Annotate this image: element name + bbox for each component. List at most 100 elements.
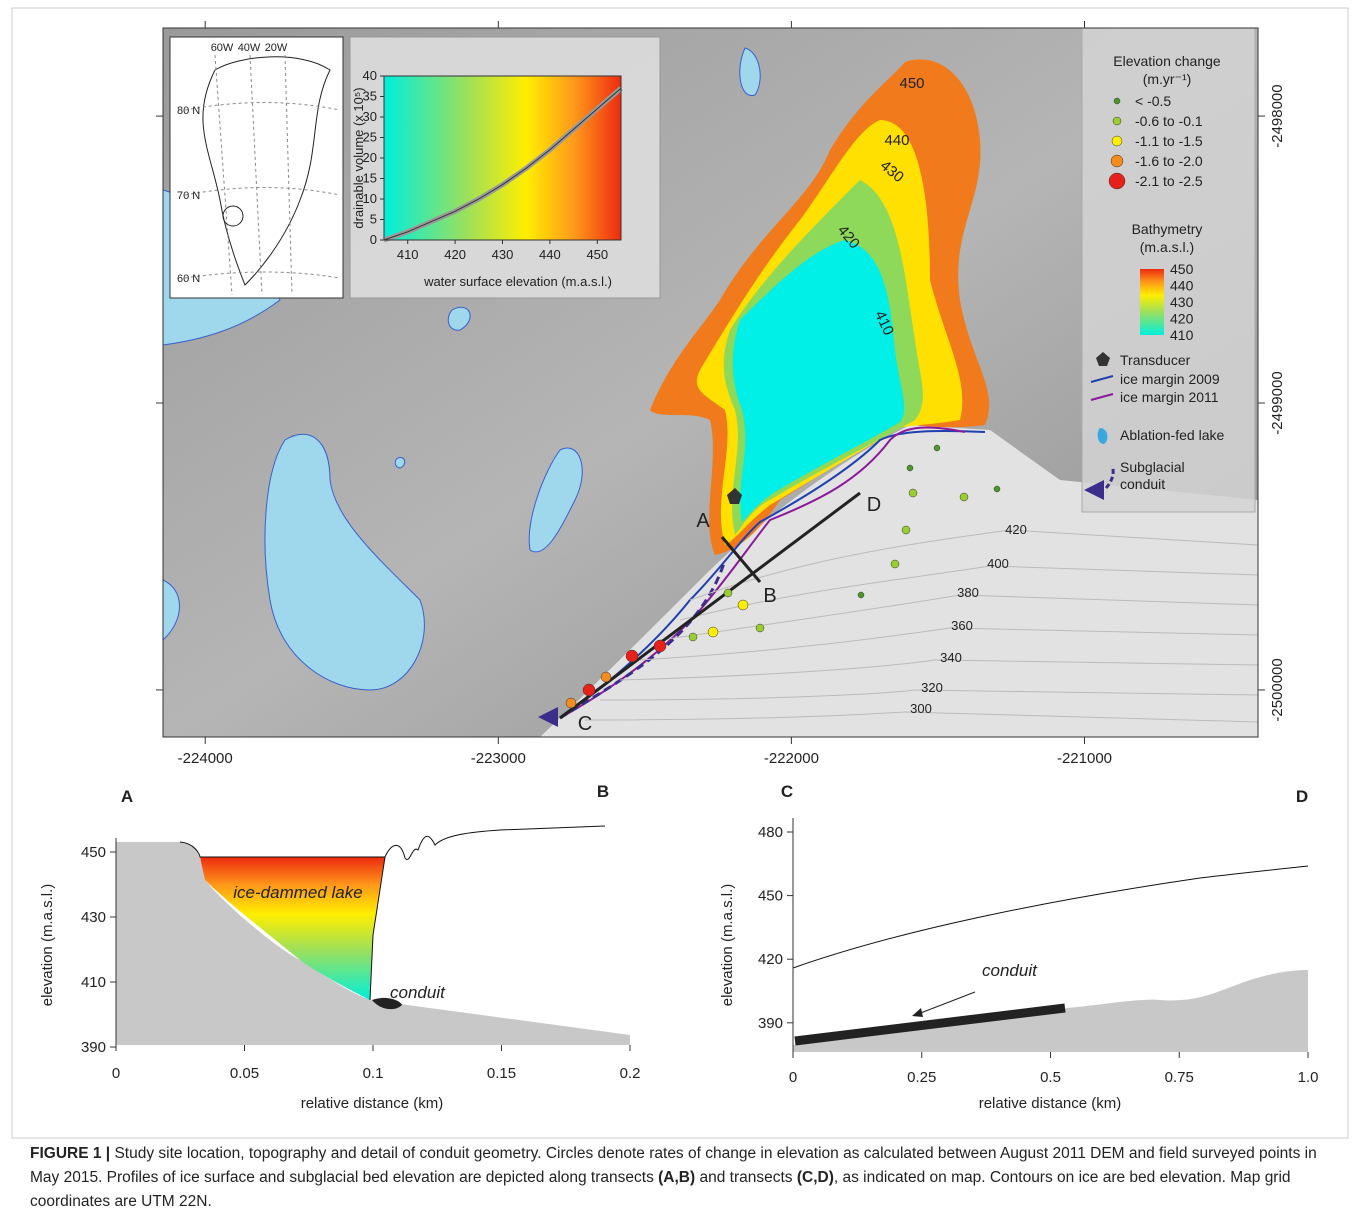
map (162, 27, 1259, 738)
site-marker (222, 205, 244, 227)
panel-label: A (121, 787, 133, 806)
colorbar-label: 440 (1170, 278, 1194, 294)
x-tick-label: -222000 (764, 750, 819, 767)
bed (116, 842, 630, 1045)
legend-swatch (1108, 172, 1126, 190)
y-tick-label: -2498000 (1269, 84, 1286, 147)
x-tick-label: 430 (492, 247, 514, 262)
x-tick-label: 0.1 (363, 1065, 384, 1082)
lake (528, 447, 583, 553)
ice-dammed-lake (732, 240, 905, 522)
y-tick-label: -2499000 (1269, 371, 1286, 434)
contour-line (599, 689, 1259, 701)
ice-surface (792, 865, 1309, 969)
panel-label: B (597, 782, 609, 801)
transect-label: B (763, 585, 776, 607)
legend-swatch (1112, 116, 1122, 126)
contour-label: 320 (921, 680, 943, 695)
elevation-point (857, 591, 865, 599)
y-tick-label: 430 (81, 909, 106, 926)
flow-arrowhead (912, 1008, 923, 1017)
y-tick-label: 410 (81, 974, 106, 991)
elevation-point (723, 588, 733, 598)
y-tick-label: 30 (363, 109, 377, 124)
contour-label: 380 (957, 585, 979, 600)
contour-line (584, 711, 1259, 723)
y-axis-title: elevation (m.a.s.l.) (719, 884, 736, 1007)
longitude-label: 60W (211, 42, 234, 54)
caption-label: FIGURE 1 | (30, 1145, 111, 1162)
elevation-point (959, 492, 969, 502)
x-tick-label: 0 (112, 1065, 120, 1082)
contour-label: 340 (940, 650, 962, 665)
subglacial-conduit (559, 559, 727, 720)
elevation-point (600, 671, 612, 683)
legend-swatch (1111, 135, 1123, 147)
x-tick-label: 0 (789, 1069, 797, 1086)
plot-frame (383, 75, 622, 241)
lake-fill (200, 857, 385, 1000)
legend-label: Ablation-fed lake (1120, 427, 1225, 443)
ice-face (369, 856, 386, 1001)
x-tick-label: 0.75 (1165, 1069, 1194, 1086)
y-tick-label: 450 (758, 888, 783, 905)
conduit-label: conduit (390, 983, 446, 1002)
lake (447, 307, 471, 331)
x-tick-label: 0.2 (620, 1065, 641, 1082)
x-axis-title: relative distance (km) (301, 1095, 444, 1112)
contour-label: 360 (951, 618, 973, 633)
legend-symbol (1090, 393, 1114, 401)
graticule-line (214, 54, 233, 296)
legend-label: ice margin 2011 (1120, 389, 1219, 405)
y-tick-label: 20 (363, 150, 377, 165)
contour-label: 420 (1005, 522, 1027, 537)
bathymetry-unit: (m.a.s.l.) (1140, 239, 1194, 255)
elevation-point (933, 444, 941, 452)
y-tick-label: 5 (370, 212, 377, 227)
flow-arrow (917, 991, 976, 1015)
contour-line (639, 627, 1259, 661)
elevation-point (707, 626, 719, 638)
latitude-label: 70 N (177, 190, 200, 202)
graticule-line (184, 102, 341, 111)
x-tick-label: 0.05 (230, 1065, 259, 1082)
x-tick-label: 0.25 (907, 1069, 936, 1086)
graticule-line (184, 187, 341, 196)
y-tick-label: 0 (370, 232, 377, 247)
y-axis-title: elevation (m.a.s.l.) (39, 884, 56, 1007)
elevation-point (755, 623, 765, 633)
legend-label: -0.6 to -0.1 (1135, 113, 1203, 129)
x-tick-label: 450 (586, 247, 608, 262)
caption-ref: (A,B) (658, 1169, 696, 1186)
latitude-label: 60 N (177, 273, 200, 285)
map-frame (162, 27, 1259, 738)
elevation-point (901, 525, 911, 535)
volume-curve-line (383, 87, 622, 241)
caption: FIGURE 1 | Study site location, topograp… (30, 1142, 1330, 1214)
legend-symbol (1096, 352, 1110, 366)
inset-ylabel: drainable volume (x 10⁵) (351, 87, 366, 228)
figure: Elevation change (m.yr⁻¹) Bathymetry (m.… (11, 7, 1349, 1139)
legend-symbol (1090, 375, 1114, 383)
colorbar-label: 410 (1170, 327, 1194, 343)
conduit (794, 1003, 1066, 1046)
y-tick-label: 390 (758, 1015, 783, 1032)
lake (264, 433, 425, 691)
longitude-label: 40W (238, 42, 261, 54)
lake (394, 456, 406, 469)
legend-symbol (1097, 428, 1108, 444)
x-axis-title: relative distance (km) (979, 1095, 1122, 1112)
figure-frame (11, 7, 1349, 1139)
x-tick-label: 420 (444, 247, 466, 262)
colorbar-label: 450 (1170, 261, 1194, 277)
x-tick-label: 0.5 (1040, 1069, 1061, 1086)
contour-label: 450 (899, 75, 924, 92)
conduit-arrow (538, 707, 558, 727)
x-tick-label: 1.0 (1298, 1069, 1319, 1086)
legend-swatch (1110, 154, 1124, 168)
caption-text: , as indicated on map. Contours on ice a… (30, 1169, 1291, 1210)
elevation-point (582, 683, 596, 697)
transect-label: D (867, 494, 881, 516)
y-tick-label: 15 (363, 171, 377, 186)
graticule-line (249, 54, 263, 296)
